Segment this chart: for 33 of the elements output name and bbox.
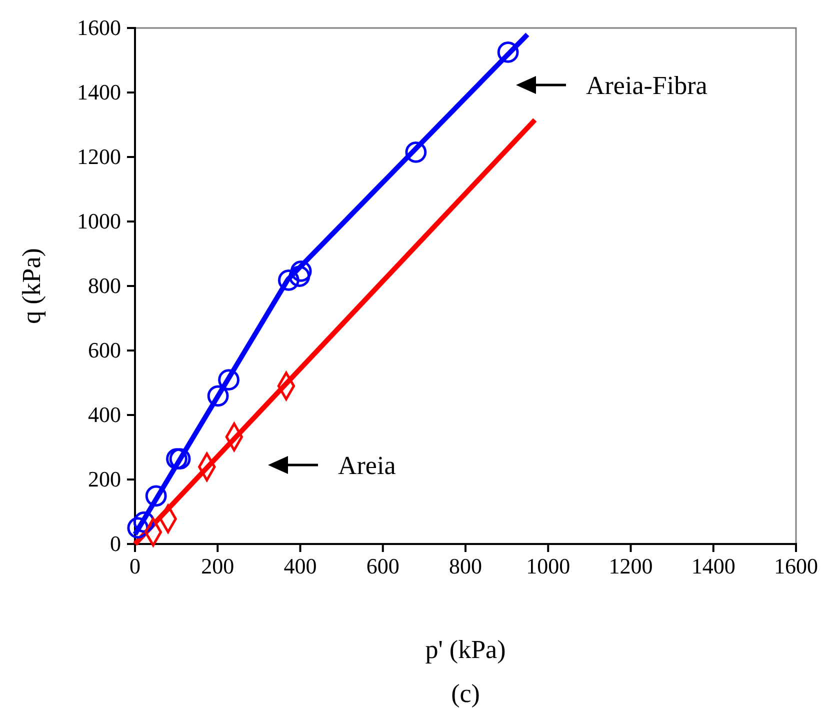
- point: [218, 369, 240, 391]
- text: (c): [451, 679, 480, 708]
- annotation: Areia-Fibra: [586, 71, 708, 100]
- x-tick-label: 600: [366, 554, 400, 579]
- point: [278, 270, 300, 291]
- x-tick-label: 800: [449, 554, 482, 579]
- point: [497, 42, 519, 63]
- x-tick-label: 1200: [608, 554, 653, 579]
- point: [207, 385, 229, 407]
- point: [288, 266, 310, 287]
- x-tick-label: 1400: [691, 554, 736, 579]
- point: [166, 448, 188, 470]
- y-axis-title: q (kPa): [17, 248, 46, 324]
- point: [405, 141, 427, 163]
- y-tick-label: 200: [88, 466, 121, 492]
- x-tick-label: 400: [284, 554, 317, 579]
- y-tick-label: 800: [88, 273, 121, 298]
- x-tick-label: 1000: [526, 554, 570, 579]
- x-axis-title: p' (kPa): [425, 635, 506, 664]
- point: [169, 448, 191, 470]
- y-tick-label: 1600: [77, 15, 121, 40]
- point: [145, 485, 167, 507]
- y-tick-label: 400: [88, 402, 121, 428]
- x-tick-label: 1600: [774, 554, 818, 579]
- y-tick-label: 0: [110, 531, 121, 556]
- annotation: Areia: [338, 451, 396, 480]
- y-tick-label: 1000: [77, 208, 121, 234]
- x-tick-label: 200: [201, 554, 234, 579]
- x-tick-label: 0: [130, 554, 140, 579]
- y-tick-label: 1400: [77, 80, 121, 105]
- y-tick-label: 1200: [77, 144, 121, 170]
- point: [290, 260, 312, 282]
- y-tick-label: 600: [88, 338, 121, 363]
